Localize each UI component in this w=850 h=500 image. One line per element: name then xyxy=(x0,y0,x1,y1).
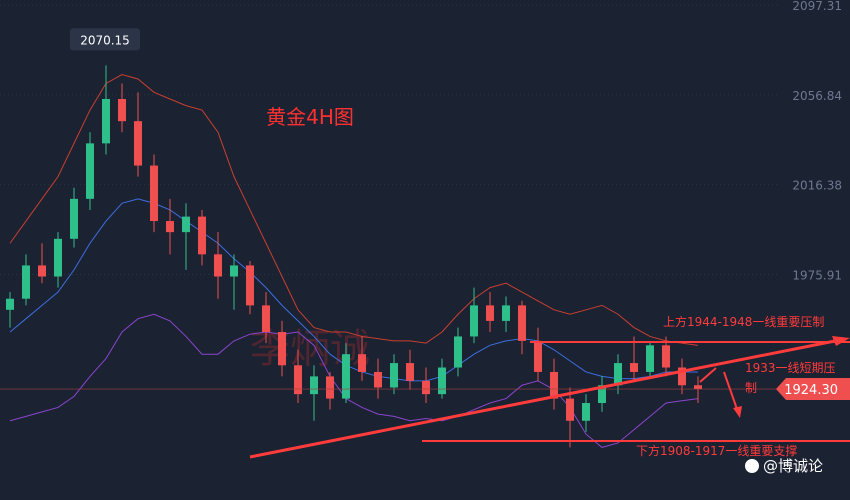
candle-body xyxy=(246,265,254,306)
candle-body xyxy=(38,265,46,277)
candle-body xyxy=(22,265,30,299)
y-tick-label: 2056.84 xyxy=(792,89,842,103)
handle-text: @博诚论 xyxy=(763,457,824,475)
plot: 1975.91 2016.38 2056.84 2097.31 2070.15 1924.… xyxy=(0,0,850,448)
candle-body xyxy=(614,363,622,386)
candle-body xyxy=(214,254,222,277)
candle-body xyxy=(550,371,558,399)
icon xyxy=(745,459,759,473)
last-price-label: 1924.30 xyxy=(784,383,838,398)
candle-body xyxy=(326,376,334,399)
candle-body xyxy=(294,365,302,395)
arrow-head xyxy=(832,336,850,346)
candle-body xyxy=(70,198,78,239)
annotation: 下方1908-1917一线重要支撑 xyxy=(636,444,798,458)
candle-body xyxy=(390,363,398,388)
candle-body xyxy=(262,305,270,333)
candle-body xyxy=(646,345,654,372)
arrow xyxy=(699,367,717,383)
candle-body xyxy=(118,98,126,122)
candle-body xyxy=(518,305,526,341)
candle-body xyxy=(166,221,174,233)
candle-body xyxy=(198,216,206,255)
candle-body xyxy=(182,216,190,233)
candle-body xyxy=(534,340,542,372)
candle-body xyxy=(630,363,638,372)
candle-body xyxy=(454,336,462,368)
band-line xyxy=(9,313,699,448)
chart-title: 黄金4H图 xyxy=(266,105,354,129)
candle-body xyxy=(598,385,606,404)
candle-body xyxy=(582,403,590,421)
arrow xyxy=(723,371,739,413)
candle-body xyxy=(278,332,286,366)
y-tick-label: 1975.91 xyxy=(792,269,842,283)
candle-body xyxy=(502,305,510,321)
candle-body xyxy=(6,298,14,310)
candle-body xyxy=(678,367,686,386)
trend-line xyxy=(249,338,841,459)
candle-body xyxy=(374,371,382,388)
arrow-head xyxy=(733,406,742,418)
candle-body xyxy=(486,305,494,321)
last-price-box xyxy=(776,378,850,401)
max-label-box xyxy=(70,28,140,51)
y-tick-label: 2097.31 xyxy=(792,0,842,13)
candle-body xyxy=(86,143,94,199)
candle-body xyxy=(150,165,158,222)
max-label: 2070.15 xyxy=(80,33,130,47)
candle-body xyxy=(662,345,670,368)
annotation: 上方1944-1948一线重要压制 xyxy=(663,315,825,329)
band-line xyxy=(9,74,699,346)
candle-body xyxy=(694,385,702,390)
candle-body xyxy=(230,265,238,277)
candle-body xyxy=(422,380,430,395)
handle: @博诚论 xyxy=(745,455,823,476)
candle-body xyxy=(310,376,318,395)
candle-body xyxy=(342,354,350,399)
candle-body xyxy=(406,363,414,381)
candle-body xyxy=(438,367,446,395)
band-line xyxy=(9,198,698,382)
candle-body xyxy=(134,121,142,166)
candle-body xyxy=(566,398,574,421)
y-tick-label: 2016.38 xyxy=(792,179,842,193)
candle-body xyxy=(102,98,110,144)
annotation: 1933一线短期压制 xyxy=(745,361,836,395)
candle-body xyxy=(54,238,62,277)
candle-body xyxy=(358,354,366,372)
candle-body xyxy=(470,305,478,337)
